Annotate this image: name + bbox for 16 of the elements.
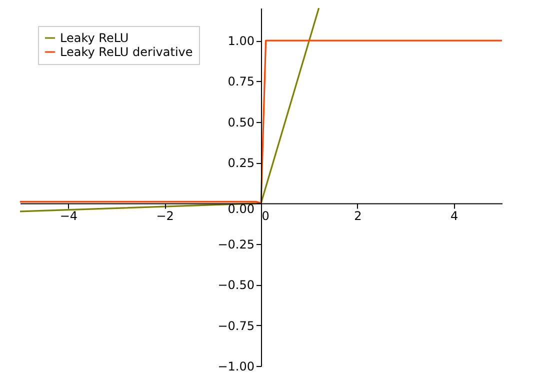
y-tick-label: 1.00 <box>228 34 254 48</box>
x-tick-label: −4 <box>60 208 78 223</box>
y-tick-label: −1.00 <box>218 360 254 374</box>
x-tick-label: −2 <box>156 208 174 223</box>
y-tick-label: 0.75 <box>228 74 254 89</box>
y-tick-label: −0.50 <box>218 278 254 292</box>
y-tick-label: 0.00 <box>228 202 254 216</box>
legend-label: Leaky ReLU <box>60 31 129 45</box>
y-tick-label: 0.50 <box>228 115 254 130</box>
x-tick-label: 4 <box>450 208 458 223</box>
y-tick-label: 0.25 <box>228 156 254 170</box>
x-tick-label: 2 <box>354 208 362 223</box>
legend-label: Leaky ReLU derivative <box>60 45 193 59</box>
y-tick-label: −0.25 <box>218 237 254 252</box>
y-tick-label: −0.75 <box>218 318 254 333</box>
x-tick-label: 0 <box>262 208 270 223</box>
